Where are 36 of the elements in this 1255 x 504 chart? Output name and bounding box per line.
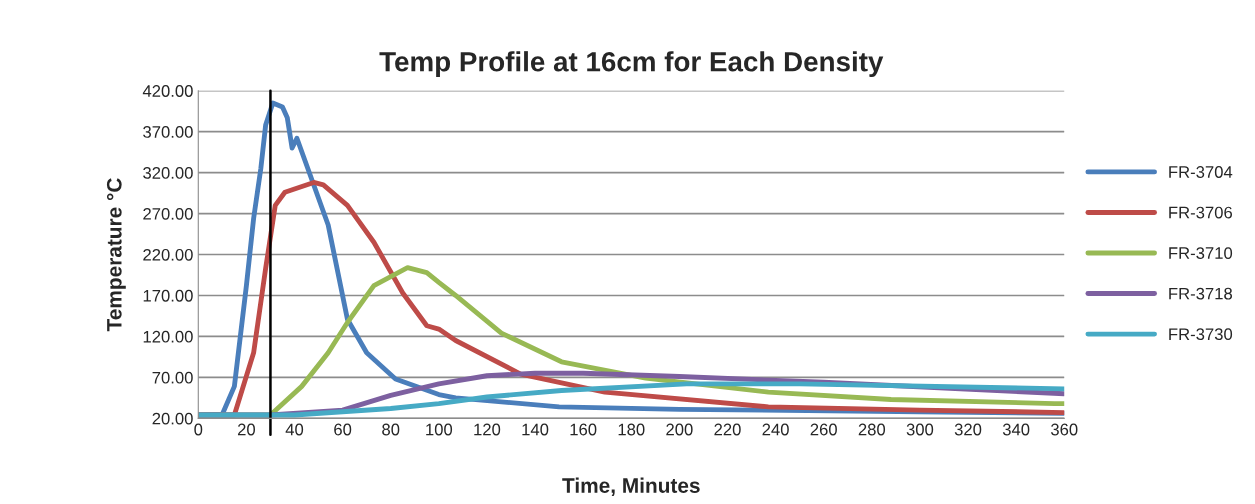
x-tick-label: 280 — [858, 423, 886, 436]
legend-label: FR-3710 — [1169, 247, 1233, 259]
x-tick-label: 200 — [666, 423, 693, 436]
y-tick-label: 270.00 — [143, 207, 193, 220]
x-tick-label: 60 — [334, 423, 352, 436]
x-tick-label: 20 — [237, 423, 256, 436]
x-tick-label: 320 — [954, 423, 982, 436]
x-tick-label: 100 — [426, 423, 453, 436]
x-tick-label: 340 — [1002, 423, 1030, 436]
x-tick-label: 140 — [522, 423, 549, 436]
x-tick-label: 180 — [618, 423, 645, 436]
y-tick-label: 420.00 — [142, 85, 193, 97]
x-tick-label: 80 — [382, 423, 400, 436]
x-tick-label: 260 — [810, 423, 837, 436]
legend-label: FR-3718 — [1169, 287, 1233, 300]
y-tick-label: 320.00 — [143, 167, 193, 179]
x-tick-label: 360 — [1050, 423, 1078, 436]
legend-label: FR-3706 — [1169, 206, 1233, 219]
x-tick-label: 120 — [474, 423, 501, 436]
y-tick-label: 70.00 — [152, 371, 193, 384]
x-tick-label: 160 — [570, 423, 597, 436]
x-tick-label: 300 — [906, 423, 934, 436]
x-axis-title: Time, Minutes — [562, 477, 700, 496]
legend-label: FR-3730 — [1169, 328, 1233, 341]
x-tick-label: 220 — [714, 423, 741, 436]
y-axis-title: Temperature °C — [106, 178, 126, 332]
y-tick-label: 370.00 — [143, 126, 193, 138]
chart-title: Temp Profile at 16cm for Each Density — [379, 51, 884, 78]
y-tick-label: 220.00 — [143, 248, 193, 261]
x-tick-label: 40 — [285, 423, 304, 436]
x-tick-label: 240 — [762, 423, 789, 436]
y-tick-label: 120.00 — [143, 330, 193, 343]
x-tick-label: 0 — [194, 423, 203, 436]
y-tick-label: 20.00 — [152, 412, 193, 425]
y-tick-label: 170.00 — [143, 289, 193, 302]
legend-label: FR-3704 — [1169, 166, 1233, 178]
